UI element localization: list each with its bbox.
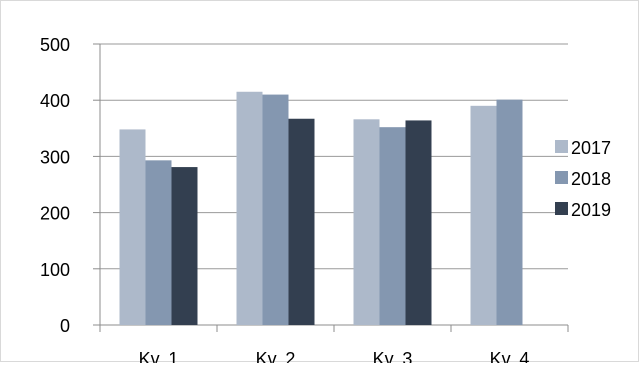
x-tick-label: Kv. 2 <box>256 349 296 363</box>
y-tick-label: 0 <box>60 316 70 336</box>
legend-label: 2017 <box>571 138 611 158</box>
legend: 2017 2018 2019 <box>555 138 611 220</box>
bar-2019-1 <box>171 167 198 325</box>
bar-2017-2 <box>236 91 263 326</box>
legend-swatch <box>555 171 568 184</box>
y-tick-label: 100 <box>40 260 70 280</box>
bar-2018-2 <box>262 94 289 325</box>
x-tick-label: Kv. 3 <box>373 349 413 363</box>
y-axis-tick-labels: 0 100 200 300 400 500 <box>40 35 70 336</box>
legend-label: 2018 <box>571 169 611 189</box>
y-tick-label: 200 <box>40 204 70 224</box>
y-tick-label: 400 <box>40 91 70 111</box>
legend-swatch <box>555 202 568 215</box>
bar-2017-4 <box>470 105 497 325</box>
bar-2017-1 <box>119 129 146 325</box>
bar-2018-1 <box>145 160 172 325</box>
legend-swatch <box>555 140 568 153</box>
bar-2018-4 <box>496 99 523 325</box>
x-axis-tick-labels: Kv. 1 Kv. 2 Kv. 3 Kv. 4 <box>139 349 530 368</box>
legend-label: 2019 <box>571 200 611 220</box>
bars <box>119 91 523 326</box>
bar-2018-3 <box>379 127 406 326</box>
bar-2017-3 <box>353 119 380 325</box>
bar-2019-2 <box>288 118 315 325</box>
bar-2019-3 <box>405 120 432 325</box>
x-tick-label: Kv. 1 <box>139 349 179 363</box>
y-tick-label: 300 <box>40 147 70 167</box>
y-tick-label: 500 <box>40 35 70 55</box>
x-tick-label: Kv. 4 <box>490 349 530 363</box>
